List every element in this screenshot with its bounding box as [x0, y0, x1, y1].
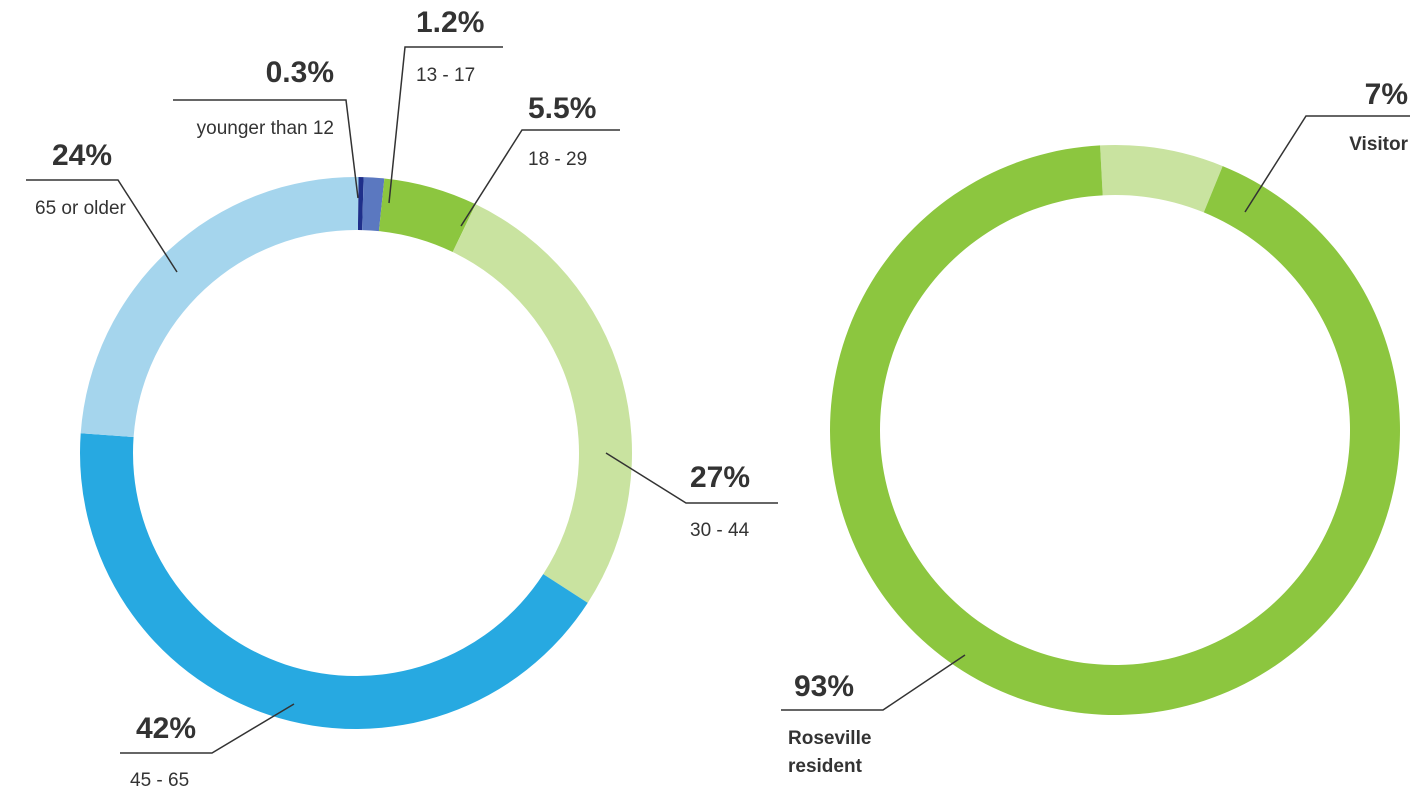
category-label-visitor: Visitor [1349, 134, 1408, 155]
value-label-18-29: 5.5% [528, 92, 596, 125]
category-label-roseville-resident-line-1: Roseville [788, 728, 871, 749]
age-slice-30-44 [452, 204, 632, 603]
value-label-roseville-resident: 93% [794, 670, 854, 703]
category-label-roseville-resident-line-2: resident [788, 756, 863, 777]
value-label-younger-than-12: 0.3% [266, 56, 334, 89]
age-slice-45-65 [80, 433, 588, 730]
category-label-65-or-older: 65 or older [35, 198, 127, 219]
value-label-visitor: 7% [1365, 78, 1408, 111]
category-label-younger-than-12: younger than 12 [197, 118, 334, 139]
leader-line-18-29 [460, 129, 620, 227]
leader-lines-age [26, 46, 778, 754]
residence-slice-visitor [1100, 145, 1223, 213]
leader-line-younger-than-12 [173, 99, 359, 199]
value-label-30-44: 27% [690, 461, 750, 494]
age-slice-13-17 [362, 177, 385, 232]
category-label-45-65: 45 - 65 [130, 770, 189, 791]
value-label-65-or-older: 24% [52, 139, 112, 172]
leader-line-roseville-resident [781, 654, 966, 711]
residence-donut-chart: 7% Visitor 93% Roseville resident [781, 78, 1410, 777]
leader-lines-residence [781, 115, 1410, 711]
labels-residence: 7% Visitor 93% Roseville resident [788, 78, 1409, 777]
leader-line-30-44 [605, 452, 778, 504]
leader-line-45-65 [120, 703, 295, 754]
category-label-30-44: 30 - 44 [690, 520, 750, 541]
value-label-45-65: 42% [136, 712, 196, 745]
age-slice-18-29 [378, 178, 476, 253]
age-slice-65-or-older [80, 177, 359, 438]
labels-age: 0.3% younger than 12 1.2% 13 - 17 5.5% 1… [35, 6, 750, 791]
leader-line-visitor [1244, 115, 1410, 213]
category-label-13-17: 13 - 17 [416, 65, 475, 86]
leader-line-65-or-older [26, 179, 178, 273]
value-label-13-17: 1.2% [416, 6, 484, 39]
residence-slice-roseville-resident [830, 145, 1401, 715]
age-slice-younger-than-12 [357, 177, 364, 231]
age-donut-chart: 0.3% younger than 12 1.2% 13 - 17 5.5% 1… [26, 6, 778, 791]
leader-line-13-17 [388, 46, 503, 204]
category-label-18-29: 18 - 29 [528, 149, 587, 170]
